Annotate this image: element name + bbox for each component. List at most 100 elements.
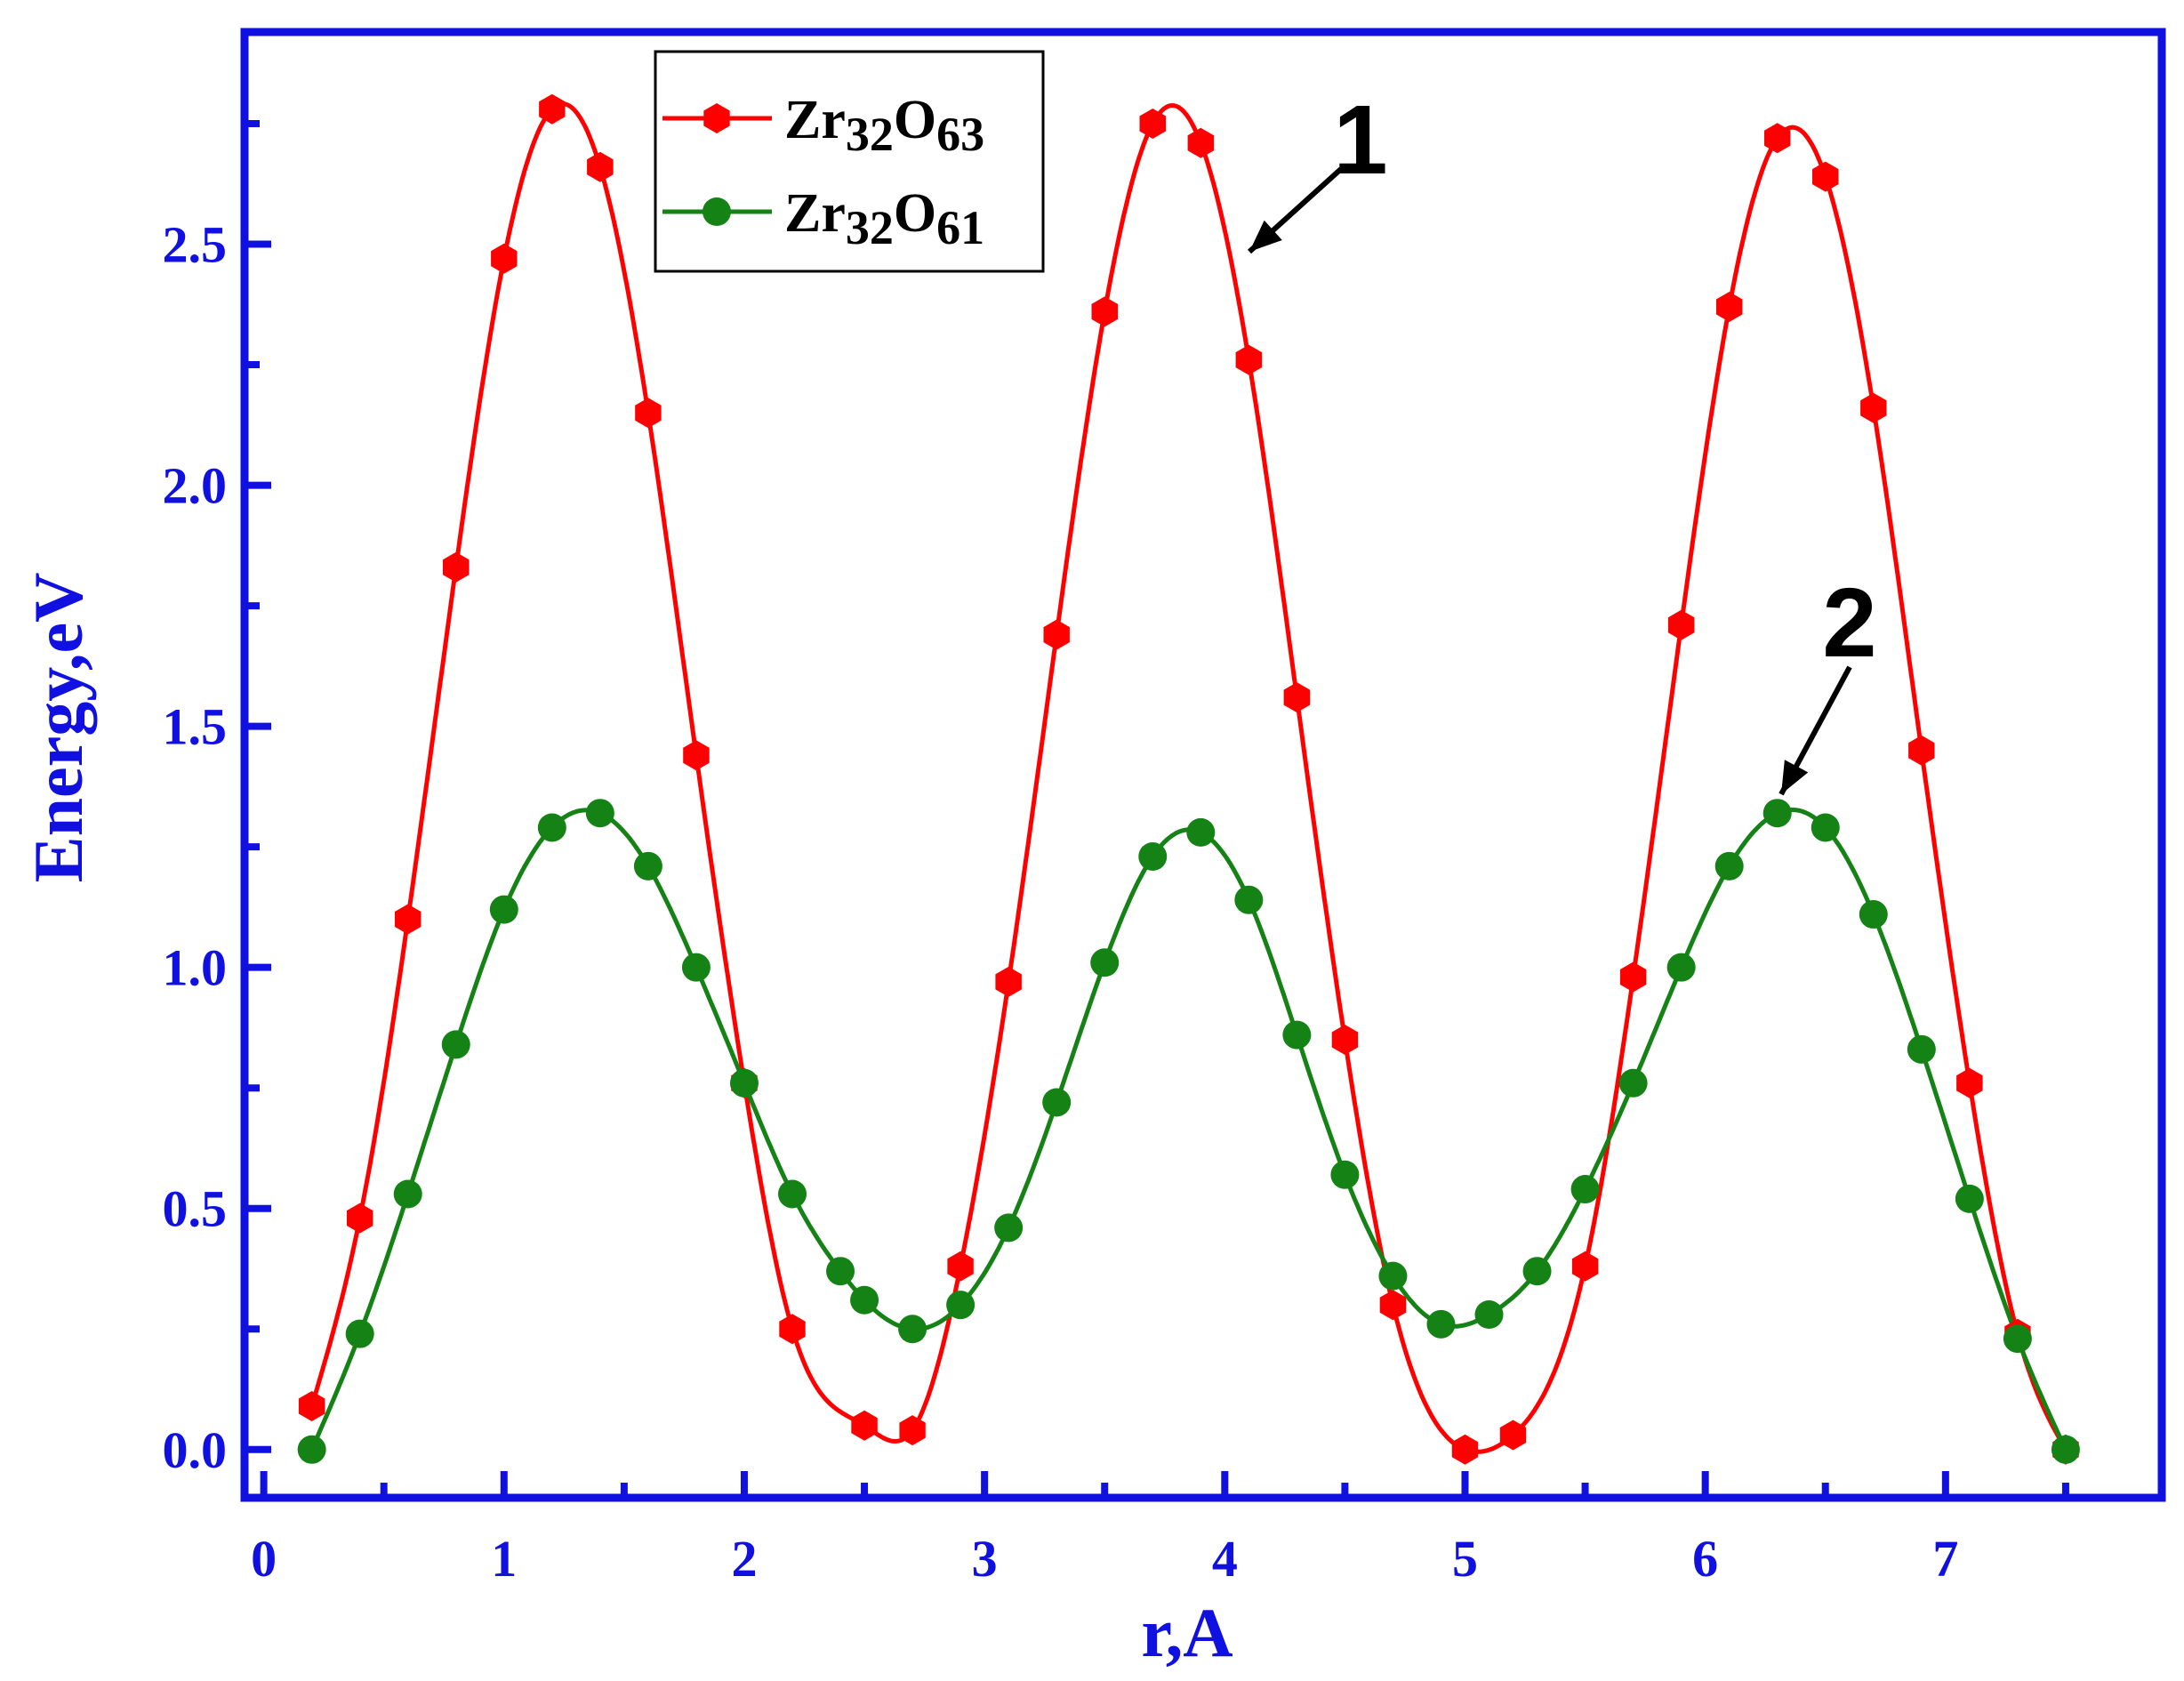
plot-markers — [297, 93, 2080, 1465]
y-tick-label: 1.5 — [163, 698, 228, 756]
series-1-point — [443, 551, 470, 583]
series-1-point — [1812, 161, 1839, 192]
legend-text-part: Zr — [784, 183, 846, 244]
series-2-point — [1474, 1300, 1504, 1329]
series-2-point — [345, 1319, 374, 1348]
annotation-arrow-head — [1781, 760, 1809, 794]
series-1-point — [683, 740, 710, 771]
legend-subscript: 32 — [846, 201, 894, 254]
series-2-point — [1811, 813, 1840, 842]
x-tick-label: 1 — [491, 1530, 517, 1588]
curve-label-2: 2 — [1822, 568, 1876, 678]
legend-label-1: Zr32O63 — [784, 90, 984, 161]
series-2-point — [1907, 1034, 1936, 1064]
series-2-point — [826, 1257, 855, 1286]
series-2-point — [1426, 1309, 1456, 1339]
series-2-point — [1282, 1020, 1312, 1050]
x-tick-label: 5 — [1452, 1530, 1478, 1588]
plot-lines — [309, 101, 2068, 1454]
series-1-point — [1283, 682, 1311, 713]
y-tick-label: 2.5 — [163, 216, 228, 274]
y-axis-ticks — [245, 120, 271, 1453]
series-1-point — [1379, 1290, 1407, 1321]
x-tick-label: 4 — [1212, 1530, 1238, 1588]
y-axis-title: Energy,eV — [20, 573, 97, 883]
x-tick-label: 0 — [251, 1530, 277, 1588]
series-1-point — [1139, 109, 1166, 139]
annotation-arrow-head — [1249, 220, 1282, 252]
series-1-point — [1091, 296, 1118, 327]
series-2-point — [1330, 1160, 1360, 1189]
series-2-point — [898, 1315, 927, 1344]
series-2-point — [1090, 948, 1120, 977]
series-1-point — [995, 966, 1022, 997]
curve-label-1: 1 — [1333, 85, 1387, 195]
legend-text-part: Zr — [784, 90, 846, 150]
series-2-point — [585, 799, 614, 828]
series-1-point — [1499, 1420, 1527, 1451]
y-tick-label: 0.0 — [163, 1421, 228, 1479]
series-1-point — [1860, 392, 1887, 423]
series-1-point — [1764, 123, 1791, 154]
series-line-1 — [309, 101, 2068, 1454]
series-1-point — [1716, 292, 1743, 322]
legend-subscript: 61 — [936, 201, 984, 254]
series-2-point — [1378, 1261, 1408, 1291]
legend-subscript: 32 — [846, 108, 894, 161]
series-1-point — [899, 1415, 926, 1446]
series-2-point — [1138, 842, 1168, 871]
x-axis-title: r,A — [1141, 1594, 1233, 1671]
x-tick-label: 2 — [731, 1530, 757, 1588]
series-1-point — [1619, 961, 1647, 993]
series-2-point — [297, 1435, 326, 1464]
series-1-point — [587, 151, 614, 182]
series-2-point — [946, 1291, 976, 1320]
series-1-point — [395, 904, 422, 935]
series-1-point — [347, 1202, 373, 1234]
plot-frame — [240, 28, 2166, 1502]
legend-text-part: O — [894, 183, 936, 244]
legend-box — [654, 50, 1045, 273]
x-tick-label: 7 — [1932, 1530, 1958, 1588]
legend-marker-2 — [703, 197, 731, 226]
series-2-point — [1042, 1088, 1072, 1117]
series-1-point — [635, 398, 662, 429]
series-2-point — [1666, 953, 1696, 982]
series-2-point — [1762, 799, 1792, 828]
series-1-point — [1187, 127, 1214, 158]
series-1-point — [851, 1410, 878, 1441]
series-1-point — [1451, 1434, 1479, 1465]
series-2-point — [1859, 900, 1888, 929]
series-1-point — [947, 1251, 974, 1282]
series-2-point — [994, 1213, 1024, 1243]
y-tick-label: 2.0 — [163, 457, 228, 515]
series-1-point — [779, 1314, 806, 1345]
series-2-point — [1955, 1184, 1984, 1213]
series-1-point — [1043, 619, 1070, 650]
legend-marker-1 — [703, 103, 730, 133]
series-1-point — [1235, 344, 1263, 375]
y-tick-label: 0.5 — [163, 1180, 228, 1238]
series-2-point — [1186, 817, 1216, 847]
y-tick-label: 1.0 — [163, 939, 228, 997]
series-1-point — [1956, 1067, 1983, 1098]
legend-subscript: 63 — [936, 108, 984, 161]
series-2-point — [441, 1030, 470, 1059]
series-1-point — [298, 1391, 325, 1421]
series-2-point — [633, 851, 662, 881]
series-2-point — [393, 1179, 422, 1209]
series-1-point — [1331, 1025, 1359, 1055]
x-axis-tick-labels: 0 1 2 3 4 5 6 7 — [251, 1530, 1958, 1588]
series-2-point — [681, 953, 711, 982]
series-2-point — [850, 1285, 879, 1315]
series-2-point — [1618, 1068, 1648, 1098]
series-2-point — [1522, 1257, 1552, 1286]
series-1-point — [539, 93, 566, 125]
series-2-point — [2003, 1324, 2032, 1354]
series-1-point — [1667, 609, 1695, 640]
x-tick-label: 3 — [972, 1530, 998, 1588]
series-2-point — [778, 1179, 807, 1209]
x-tick-label: 6 — [1692, 1530, 1718, 1588]
